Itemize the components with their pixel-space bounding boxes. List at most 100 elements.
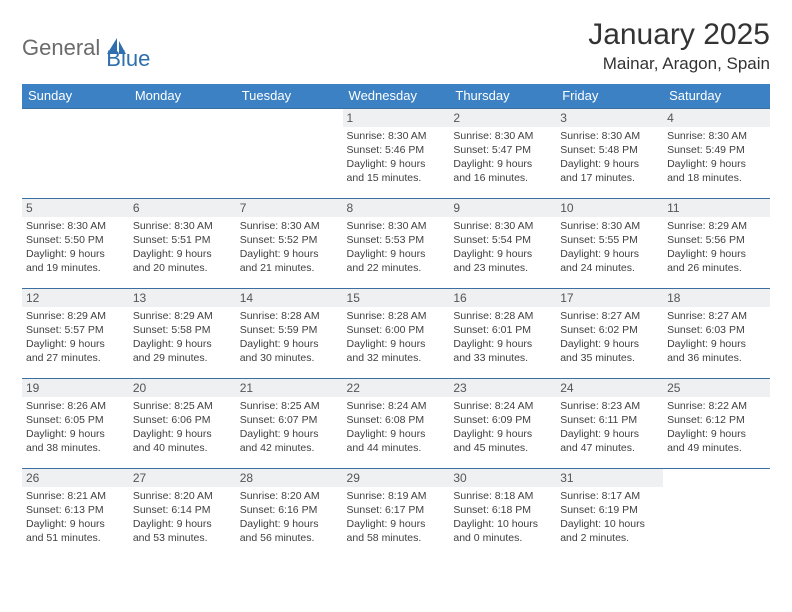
day-number: 4 <box>663 109 770 127</box>
month-title: January 2025 <box>588 18 770 52</box>
day-number: 29 <box>343 469 450 487</box>
calendar-week-row: 26 Sunrise: 8:21 AMSunset: 6:13 PMDayligh… <box>22 469 770 559</box>
weekday-header: Tuesday <box>236 84 343 109</box>
calendar-week-row: 1Sunrise: 8:30 AMSunset: 5:46 PMDaylight… <box>22 109 770 199</box>
day-number: 8 <box>343 199 450 217</box>
day-number: 19 <box>22 379 129 397</box>
day-info: Sunrise: 8:28 AMSunset: 5:59 PMDaylight:… <box>240 310 339 365</box>
weekday-header: Thursday <box>449 84 556 109</box>
day-info: Sunrise: 8:21 AMSunset: 6:13 PMDaylight:… <box>26 490 125 545</box>
day-number: 22 <box>343 379 450 397</box>
weekday-header: Wednesday <box>343 84 450 109</box>
calendar-day-cell: 22 Sunrise: 8:24 AMSunset: 6:08 PMDayligh… <box>343 379 450 469</box>
day-info: Sunrise: 8:30 AMSunset: 5:52 PMDaylight:… <box>240 220 339 275</box>
day-info: Sunrise: 8:30 AMSunset: 5:55 PMDaylight:… <box>560 220 659 275</box>
day-number: 18 <box>663 289 770 307</box>
day-number: 12 <box>22 289 129 307</box>
weekday-header: Sunday <box>22 84 129 109</box>
calendar-day-cell: 4 Sunrise: 8:30 AMSunset: 5:49 PMDaylight… <box>663 109 770 199</box>
day-number: 14 <box>236 289 343 307</box>
day-number: 13 <box>129 289 236 307</box>
logo: General Blue <box>22 18 150 72</box>
day-number: 27 <box>129 469 236 487</box>
calendar-week-row: 5 Sunrise: 8:30 AMSunset: 5:50 PMDaylight… <box>22 199 770 289</box>
day-info: Sunrise: 8:22 AMSunset: 6:12 PMDaylight:… <box>667 400 766 455</box>
day-number: 28 <box>236 469 343 487</box>
calendar-day-cell: 15 Sunrise: 8:28 AMSunset: 6:00 PMDayligh… <box>343 289 450 379</box>
day-number: 30 <box>449 469 556 487</box>
day-info: Sunrise: 8:20 AMSunset: 6:16 PMDaylight:… <box>240 490 339 545</box>
title-block: January 2025 Mainar, Aragon, Spain <box>588 18 770 74</box>
weekday-header: Saturday <box>663 84 770 109</box>
calendar-day-cell: 14 Sunrise: 8:28 AMSunset: 5:59 PMDayligh… <box>236 289 343 379</box>
day-number: 1 <box>343 109 450 127</box>
day-info: Sunrise: 8:30 AMSunset: 5:48 PMDaylight:… <box>560 130 659 185</box>
calendar-day-cell: 5 Sunrise: 8:30 AMSunset: 5:50 PMDaylight… <box>22 199 129 289</box>
calendar-day-cell: 21Sunrise: 8:25 AMSunset: 6:07 PMDayligh… <box>236 379 343 469</box>
day-info: Sunrise: 8:24 AMSunset: 6:08 PMDaylight:… <box>347 400 446 455</box>
day-info: Sunrise: 8:30 AMSunset: 5:50 PMDaylight:… <box>26 220 125 275</box>
day-number: 24 <box>556 379 663 397</box>
calendar-day-cell: 20Sunrise: 8:25 AMSunset: 6:06 PMDayligh… <box>129 379 236 469</box>
day-info: Sunrise: 8:29 AMSunset: 5:58 PMDaylight:… <box>133 310 232 365</box>
day-info: Sunrise: 8:30 AMSunset: 5:49 PMDaylight:… <box>667 130 766 185</box>
day-info: Sunrise: 8:25 AMSunset: 6:07 PMDaylight:… <box>240 400 339 455</box>
calendar-day-cell: 18 Sunrise: 8:27 AMSunset: 6:03 PMDayligh… <box>663 289 770 379</box>
day-info: Sunrise: 8:27 AMSunset: 6:03 PMDaylight:… <box>667 310 766 365</box>
day-number: 15 <box>343 289 450 307</box>
calendar-day-cell: 31Sunrise: 8:17 AMSunset: 6:19 PMDayligh… <box>556 469 663 559</box>
day-number: 26 <box>22 469 129 487</box>
calendar-day-cell: 11Sunrise: 8:29 AMSunset: 5:56 PMDayligh… <box>663 199 770 289</box>
day-number: 6 <box>129 199 236 217</box>
day-number: 9 <box>449 199 556 217</box>
logo-text-general: General <box>22 35 100 61</box>
calendar-day-cell: 16Sunrise: 8:28 AMSunset: 6:01 PMDayligh… <box>449 289 556 379</box>
day-info: Sunrise: 8:30 AMSunset: 5:51 PMDaylight:… <box>133 220 232 275</box>
day-info: Sunrise: 8:26 AMSunset: 6:05 PMDaylight:… <box>26 400 125 455</box>
calendar-week-row: 19 Sunrise: 8:26 AMSunset: 6:05 PMDayligh… <box>22 379 770 469</box>
day-info: Sunrise: 8:24 AMSunset: 6:09 PMDaylight:… <box>453 400 552 455</box>
calendar-day-cell: 29 Sunrise: 8:19 AMSunset: 6:17 PMDayligh… <box>343 469 450 559</box>
day-info: Sunrise: 8:30 AMSunset: 5:53 PMDaylight:… <box>347 220 446 275</box>
day-info: Sunrise: 8:19 AMSunset: 6:17 PMDaylight:… <box>347 490 446 545</box>
calendar-day-cell: 3Sunrise: 8:30 AMSunset: 5:48 PMDaylight… <box>556 109 663 199</box>
calendar-day-cell: 2Sunrise: 8:30 AMSunset: 5:47 PMDaylight… <box>449 109 556 199</box>
weekday-header: Monday <box>129 84 236 109</box>
calendar-day-cell: 13 Sunrise: 8:29 AMSunset: 5:58 PMDayligh… <box>129 289 236 379</box>
day-info: Sunrise: 8:29 AMSunset: 5:57 PMDaylight:… <box>26 310 125 365</box>
day-info: Sunrise: 8:30 AMSunset: 5:54 PMDaylight:… <box>453 220 552 275</box>
calendar-empty-cell <box>236 109 343 199</box>
calendar-empty-cell <box>22 109 129 199</box>
calendar-day-cell: 30 Sunrise: 8:18 AMSunset: 6:18 PMDayligh… <box>449 469 556 559</box>
weekday-header: Friday <box>556 84 663 109</box>
day-number: 7 <box>236 199 343 217</box>
calendar-day-cell: 6 Sunrise: 8:30 AMSunset: 5:51 PMDaylight… <box>129 199 236 289</box>
calendar-day-cell: 7 Sunrise: 8:30 AMSunset: 5:52 PMDaylight… <box>236 199 343 289</box>
calendar-empty-cell <box>129 109 236 199</box>
calendar-day-cell: 19 Sunrise: 8:26 AMSunset: 6:05 PMDayligh… <box>22 379 129 469</box>
location: Mainar, Aragon, Spain <box>588 54 770 74</box>
calendar-day-cell: 23Sunrise: 8:24 AMSunset: 6:09 PMDayligh… <box>449 379 556 469</box>
day-number: 11 <box>663 199 770 217</box>
day-info: Sunrise: 8:27 AMSunset: 6:02 PMDaylight:… <box>560 310 659 365</box>
calendar-body: 1Sunrise: 8:30 AMSunset: 5:46 PMDaylight… <box>22 109 770 559</box>
day-number: 2 <box>449 109 556 127</box>
calendar-day-cell: 1Sunrise: 8:30 AMSunset: 5:46 PMDaylight… <box>343 109 450 199</box>
calendar-empty-cell <box>663 469 770 559</box>
calendar-day-cell: 25 Sunrise: 8:22 AMSunset: 6:12 PMDayligh… <box>663 379 770 469</box>
day-number: 5 <box>22 199 129 217</box>
calendar-day-cell: 26 Sunrise: 8:21 AMSunset: 6:13 PMDayligh… <box>22 469 129 559</box>
day-number: 25 <box>663 379 770 397</box>
calendar-day-cell: 24 Sunrise: 8:23 AMSunset: 6:11 PMDayligh… <box>556 379 663 469</box>
calendar-day-cell: 28 Sunrise: 8:20 AMSunset: 6:16 PMDayligh… <box>236 469 343 559</box>
calendar-day-cell: 12 Sunrise: 8:29 AMSunset: 5:57 PMDayligh… <box>22 289 129 379</box>
day-info: Sunrise: 8:18 AMSunset: 6:18 PMDaylight:… <box>453 490 552 545</box>
day-info: Sunrise: 8:23 AMSunset: 6:11 PMDaylight:… <box>560 400 659 455</box>
calendar-week-row: 12 Sunrise: 8:29 AMSunset: 5:57 PMDayligh… <box>22 289 770 379</box>
day-info: Sunrise: 8:28 AMSunset: 6:01 PMDaylight:… <box>453 310 552 365</box>
calendar-table: SundayMondayTuesdayWednesdayThursdayFrid… <box>22 84 770 559</box>
day-number: 17 <box>556 289 663 307</box>
day-info: Sunrise: 8:17 AMSunset: 6:19 PMDaylight:… <box>560 490 659 545</box>
day-info: Sunrise: 8:28 AMSunset: 6:00 PMDaylight:… <box>347 310 446 365</box>
weekday-header-row: SundayMondayTuesdayWednesdayThursdayFrid… <box>22 84 770 109</box>
